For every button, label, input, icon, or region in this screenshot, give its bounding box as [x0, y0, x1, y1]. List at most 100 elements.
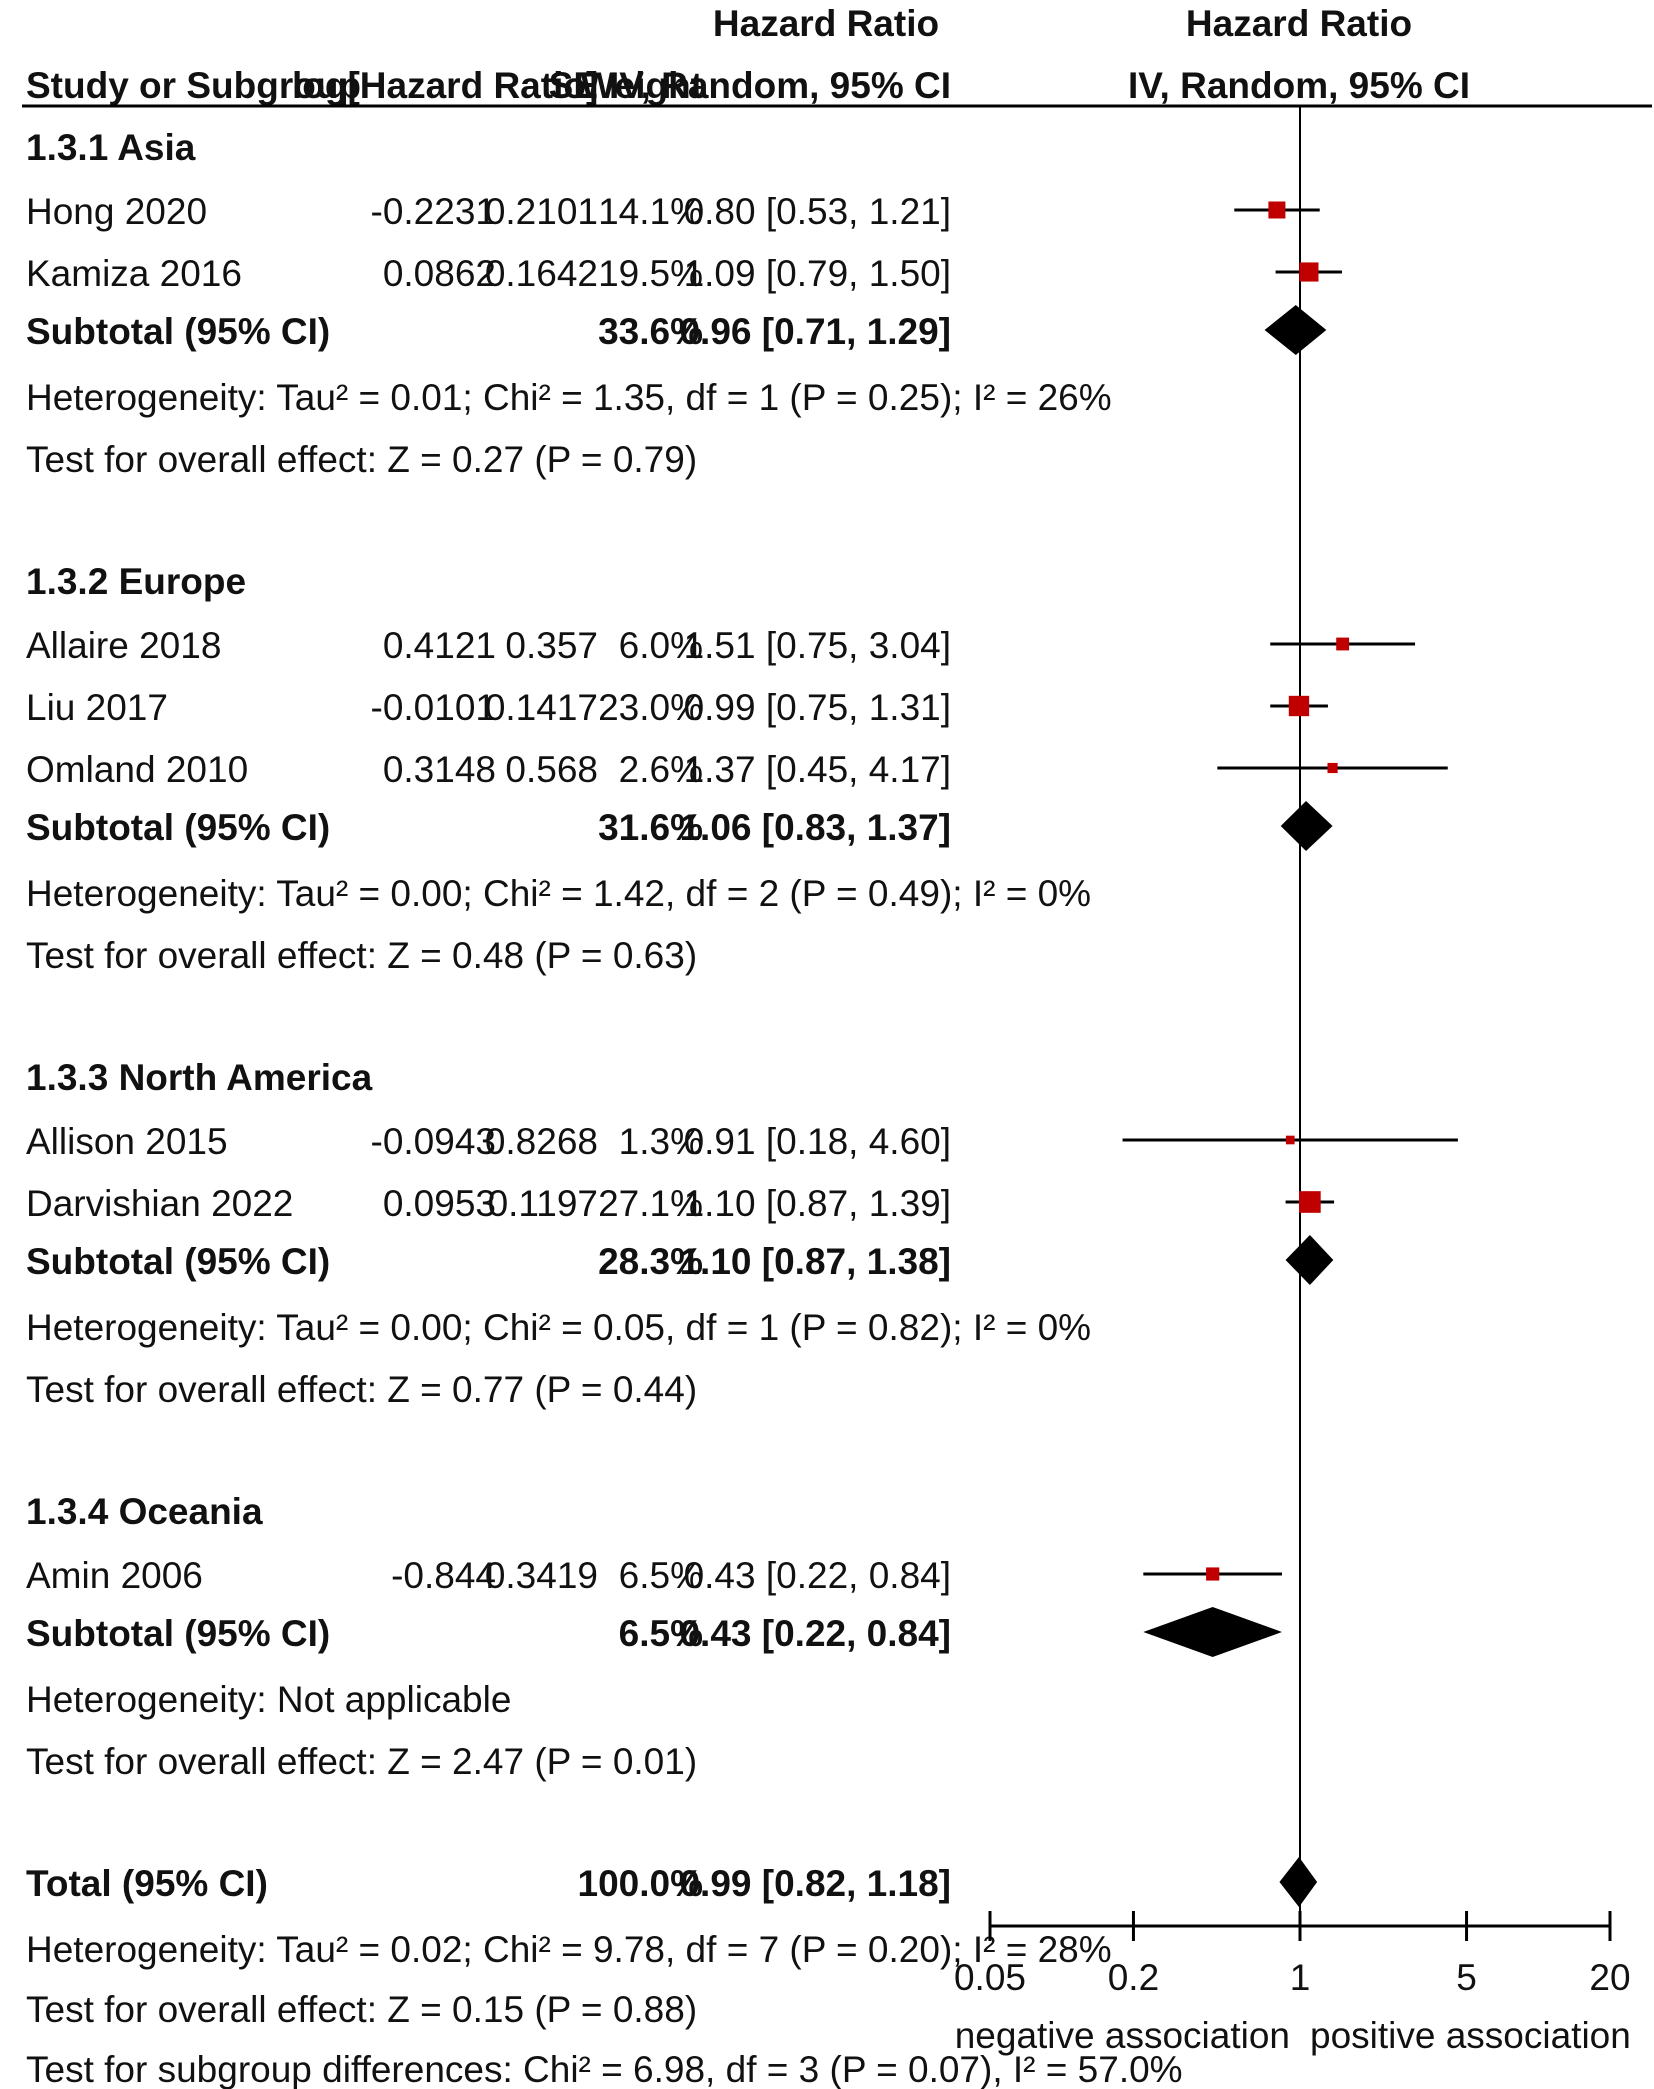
subtotal-label: Subtotal (95% CI) — [26, 311, 330, 352]
study-marker — [1288, 695, 1310, 717]
subtotal-ci: 1.06 [0.83, 1.37] — [679, 807, 951, 848]
header-study-col: Study or Subgroup — [26, 65, 361, 106]
axis-left-label: negative association — [955, 2015, 1290, 2056]
subtotal-diamond — [1264, 305, 1327, 355]
study-ci: 0.91 [0.18, 4.60] — [684, 1121, 951, 1162]
study-se: 0.8268 — [485, 1121, 598, 1162]
x-axis-tick-label: 0.05 — [954, 1957, 1026, 1998]
study-row: Hong 2020 -0.2231 0.2101 14.1% 0.80 [0.5… — [26, 191, 951, 232]
x-axis-tick-label: 5 — [1456, 1957, 1477, 1998]
study-ci: 0.80 [0.53, 1.21] — [684, 191, 951, 232]
header-plot-ci-col: IV, Random, 95% CI — [1128, 65, 1470, 106]
study-name: Allison 2015 — [26, 1121, 228, 1162]
x-axis-tick-label: 1 — [1290, 1957, 1311, 1998]
subtotal-label: Subtotal (95% CI) — [26, 807, 330, 848]
study-name: Omland 2010 — [26, 749, 248, 790]
study-name: Hong 2020 — [26, 191, 207, 232]
study-weight: 23.0% — [598, 687, 703, 728]
subgroup-differences-text: Test for subgroup differences: Chi² = 6.… — [26, 2049, 1183, 2089]
study-marker — [1268, 201, 1286, 219]
study-loghr: -0.0101 — [371, 687, 497, 728]
study-ci: 1.10 [0.87, 1.39] — [684, 1183, 951, 1224]
overall-effect-text: Test for overall effect: Z = 0.48 (P = 0… — [26, 935, 697, 976]
study-name: Darvishian 2022 — [26, 1183, 293, 1224]
study-weight: 1.3% — [619, 1121, 703, 1162]
heterogeneity-text: Heterogeneity: Tau² = 0.00; Chi² = 0.05,… — [26, 1307, 1091, 1348]
study-loghr: 0.4121 — [383, 625, 496, 666]
study-weight: 14.1% — [598, 191, 703, 232]
overall-effect-text: Test for overall effect: Z = 0.77 (P = 0… — [26, 1369, 697, 1410]
study-ci: 1.37 [0.45, 4.17] — [684, 749, 951, 790]
study-loghr: 0.3148 — [383, 749, 496, 790]
subgroup-title-asia: 1.3.1 Asia — [26, 127, 196, 168]
subtotal-weight: 28.3% — [598, 1241, 703, 1282]
study-name: Liu 2017 — [26, 687, 168, 728]
study-marker — [1299, 1191, 1321, 1213]
study-se: 0.1417 — [485, 687, 598, 728]
study-loghr: -0.844 — [391, 1555, 496, 1596]
study-marker — [1285, 1135, 1295, 1145]
subtotal-diamond — [1143, 1607, 1282, 1657]
subtotal-ci: 0.43 [0.22, 0.84] — [679, 1613, 951, 1654]
study-ci: 0.43 [0.22, 0.84] — [684, 1555, 951, 1596]
study-weight: 19.5% — [598, 253, 703, 294]
x-axis-tick-label: 20 — [1589, 1957, 1630, 1998]
subtotal-diamond — [1280, 801, 1333, 851]
study-row: Kamiza 2016 0.0862 0.1642 19.5% 1.09 [0.… — [26, 253, 951, 294]
overall-effect-text: Test for overall effect: Z = 2.47 (P = 0… — [26, 1741, 697, 1782]
header-se-col: SE — [549, 65, 598, 106]
subtotal-weight: 33.6% — [598, 311, 703, 352]
plot-marks — [1122, 201, 1458, 1907]
study-se: 0.357 — [505, 625, 598, 666]
study-row: Allaire 2018 0.4121 0.357 6.0% 1.51 [0.7… — [26, 625, 951, 666]
study-marker — [1336, 637, 1350, 651]
study-row: Allison 2015 -0.0943 0.8268 1.3% 0.91 [0… — [26, 1121, 951, 1162]
total-heterogeneity-text: Heterogeneity: Tau² = 0.02; Chi² = 9.78,… — [26, 1929, 1112, 1970]
study-marker — [1299, 262, 1319, 282]
study-row: Liu 2017 -0.0101 0.1417 23.0% 0.99 [0.75… — [26, 687, 951, 728]
subtotal-weight: 31.6% — [598, 807, 703, 848]
total-ci: 0.99 [0.82, 1.18] — [679, 1863, 951, 1904]
study-se: 0.2101 — [485, 191, 598, 232]
heterogeneity-text: Heterogeneity: Tau² = 0.00; Chi² = 1.42,… — [26, 873, 1091, 914]
header-effect-measure: Hazard Ratio — [713, 3, 939, 44]
study-row: Omland 2010 0.3148 0.568 2.6% 1.37 [0.45… — [26, 749, 951, 790]
subtotal-label: Subtotal (95% CI) — [26, 1613, 330, 1654]
study-weight: 27.1% — [598, 1183, 703, 1224]
study-se: 0.3419 — [485, 1555, 598, 1596]
x-axis-tick-label: 0.2 — [1108, 1957, 1159, 1998]
study-se: 0.1197 — [488, 1183, 598, 1224]
subtotal-label: Subtotal (95% CI) — [26, 1241, 330, 1282]
total-weight: 100.0% — [578, 1863, 704, 1904]
header-weight-col: Weight — [580, 65, 703, 106]
study-name: Kamiza 2016 — [26, 253, 242, 294]
study-weight: 6.5% — [619, 1555, 703, 1596]
study-ci: 0.99 [0.75, 1.31] — [684, 687, 951, 728]
study-ci: 1.09 [0.79, 1.50] — [684, 253, 951, 294]
study-loghr: 0.0862 — [383, 253, 496, 294]
study-loghr: -0.0943 — [371, 1121, 497, 1162]
study-name: Amin 2006 — [26, 1555, 203, 1596]
heterogeneity-text: Heterogeneity: Tau² = 0.01; Chi² = 1.35,… — [26, 377, 1112, 418]
total-overall-effect-text: Test for overall effect: Z = 0.15 (P = 0… — [26, 1989, 697, 2030]
study-loghr: 0.0953 — [383, 1183, 496, 1224]
overall-effect-text: Test for overall effect: Z = 0.27 (P = 0… — [26, 439, 697, 480]
study-marker — [1206, 1567, 1220, 1581]
study-row: Darvishian 2022 0.0953 0.1197 27.1% 1.10… — [26, 1183, 951, 1224]
total-diamond — [1279, 1857, 1318, 1907]
study-row: Amin 2006 -0.844 0.3419 6.5% 0.43 [0.22,… — [26, 1555, 951, 1596]
subtotal-weight: 6.5% — [619, 1613, 703, 1654]
subtotal-diamond — [1285, 1235, 1334, 1285]
subgroup-title-oceania: 1.3.4 Oceania — [26, 1491, 263, 1532]
x-axis-ticks: 0.05 0.2 1 5 20 — [954, 1911, 1631, 1998]
study-se: 0.568 — [505, 749, 598, 790]
axis-right-label: positive association — [1310, 2015, 1631, 2056]
header-loghr-col: log[Hazard Ratio] — [292, 65, 598, 106]
study-weight: 2.6% — [619, 749, 703, 790]
header-ci-col: IV, Random, 95% CI — [609, 65, 951, 106]
subtotal-ci: 0.96 [0.71, 1.29] — [679, 311, 951, 352]
plot-area: 0.05 0.2 1 5 20 negative association positiv… — [954, 106, 1631, 2056]
header-plot-effect-measure: Hazard Ratio — [1186, 3, 1412, 44]
study-marker — [1327, 762, 1338, 774]
